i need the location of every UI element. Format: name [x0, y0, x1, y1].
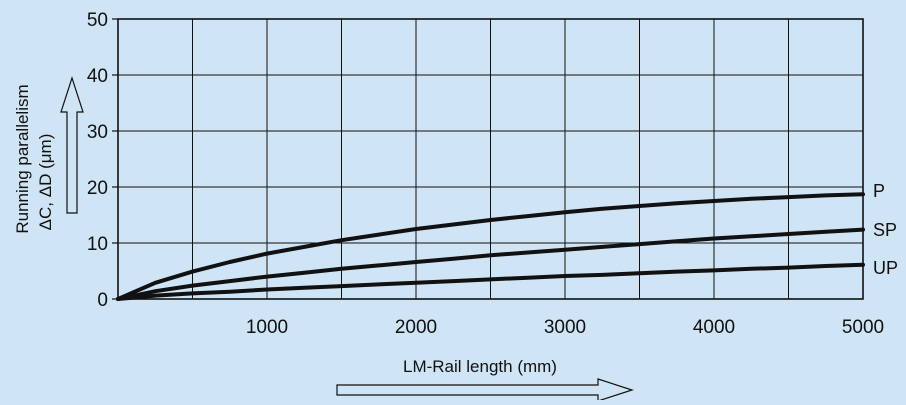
- series-lines: [116, 192, 865, 301]
- series-line-up: [116, 262, 865, 301]
- series-line-p: [116, 192, 865, 301]
- y-axis-arrow-icon: [60, 76, 84, 214]
- series-labels: P SP UP: [873, 181, 898, 278]
- y-tick-label: 0: [97, 290, 108, 311]
- y-axis-label-line1: Running parallelism: [13, 84, 32, 233]
- x-axis-ticks: 1000 2000 3000 4000 5000: [246, 317, 884, 338]
- y-axis-ticks: 0 10 20 30 40 50: [87, 10, 118, 311]
- y-tick-label: 40: [87, 66, 108, 87]
- y-tick-label: 50: [87, 10, 108, 31]
- series-label-sp: SP: [873, 220, 897, 240]
- x-axis-label: LM-Rail length (mm): [403, 357, 557, 376]
- x-tick-label: 5000: [842, 317, 884, 338]
- x-axis-arrow-icon: [336, 378, 634, 402]
- y-tick-label: 30: [87, 122, 108, 143]
- x-tick-label: 4000: [693, 317, 735, 338]
- series-line-sp: [116, 227, 865, 301]
- x-tick-label: 1000: [246, 317, 288, 338]
- grid: [118, 19, 863, 299]
- series-label-up: UP: [873, 258, 898, 278]
- series-label-p: P: [873, 181, 885, 201]
- y-tick-label: 20: [87, 178, 108, 199]
- y-axis-label-line2: ΔC, ΔD (μm): [36, 134, 55, 231]
- x-tick-label: 2000: [395, 317, 437, 338]
- y-tick-label: 10: [87, 234, 108, 255]
- x-tick-label: 3000: [544, 317, 586, 338]
